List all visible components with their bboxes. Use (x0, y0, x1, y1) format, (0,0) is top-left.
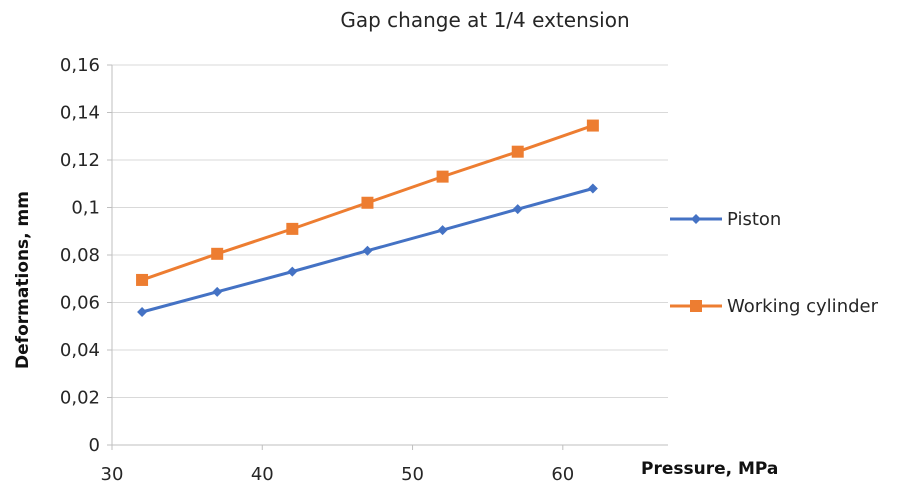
legend-label: Piston (727, 209, 781, 230)
data-point-marker (212, 286, 223, 297)
y-tick-label: 0,12 (60, 150, 100, 171)
y-tick-label: 0,1 (71, 198, 100, 219)
legend-item: Piston (670, 209, 781, 230)
series-working-cylinder (136, 119, 599, 286)
data-point-marker (287, 266, 298, 277)
data-point-marker (511, 145, 524, 158)
legend-marker (690, 300, 702, 312)
x-tick-label: 30 (101, 464, 124, 485)
data-point-marker (361, 196, 374, 209)
legend: Piston Working cylinder (670, 209, 879, 317)
data-point-marker (286, 222, 299, 235)
chart-title: Gap change at 1/4 extension (340, 8, 629, 32)
y-axis-title: Deformations, mm (13, 191, 33, 369)
series-layer (136, 119, 599, 317)
data-point-marker (586, 119, 599, 132)
data-point-marker (437, 225, 448, 236)
x-tick-label: 60 (551, 464, 574, 485)
series-piston (137, 183, 598, 317)
y-tick-label: 0,16 (60, 55, 100, 76)
y-tick-label: 0,06 (60, 293, 100, 314)
x-tick-label: 40 (251, 464, 274, 485)
x-axis-title: Pressure, MPa (641, 459, 778, 479)
legend-label: Working cylinder (727, 296, 879, 317)
x-tick-label: 50 (401, 464, 424, 485)
data-point-marker (137, 307, 148, 317)
legend-item: Working cylinder (670, 296, 879, 317)
data-point-marker (436, 170, 449, 183)
y-tick-label: 0,14 (60, 103, 100, 124)
y-axis-ticks: 0 0,02 0,04 0,06 0,08 0,1 0,12 0,14 0,16 (60, 55, 112, 456)
y-tick-label: 0,02 (60, 388, 100, 409)
data-point-marker (512, 204, 523, 215)
y-tick-label: 0 (89, 435, 100, 456)
data-point-marker (362, 245, 373, 256)
data-point-marker (587, 183, 598, 194)
grid-lines (112, 64, 668, 398)
x-axis-ticks: 30 40 50 60 (101, 445, 574, 485)
y-tick-label: 0,08 (60, 245, 100, 266)
legend-marker (691, 214, 701, 224)
y-tick-label: 0,04 (60, 340, 100, 361)
data-point-marker (211, 247, 224, 260)
data-point-marker (136, 273, 149, 286)
